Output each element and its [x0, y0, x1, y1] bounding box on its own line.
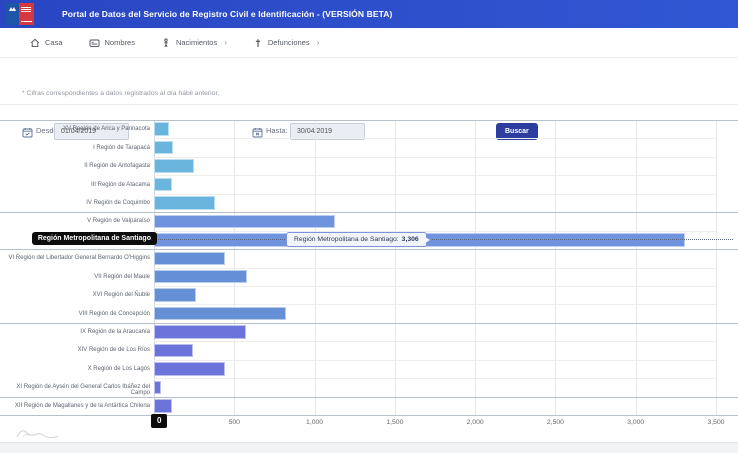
buscar-button[interactable]: Buscar — [496, 123, 538, 140]
category-label: XVI Región del Ñuble — [92, 292, 150, 299]
main-nav: Casa Nombres Nacimientos › — [0, 28, 738, 58]
x-axis-hover-label: 0 — [151, 414, 168, 428]
category-label: VI Región del Libertador General Bernard… — [8, 255, 150, 262]
point-tooltip: Región Metropolitana de Santiago: 3,306 — [286, 232, 432, 248]
bar[interactable] — [154, 177, 172, 192]
bar[interactable] — [154, 325, 246, 339]
x-axis-tick-label: 2,500 — [546, 419, 564, 426]
category-label: VIII Región de Concepción — [78, 310, 150, 317]
category-hover-tooltip: Región Metropolitana de Santiago — [31, 231, 157, 245]
gridline-horizontal — [154, 230, 716, 232]
category-label: II Región de Antofagasta — [84, 163, 150, 170]
group-separator-line — [0, 415, 738, 416]
category-label: X Región de Los Lagos — [87, 365, 150, 372]
crosshair-dotted-line — [158, 238, 733, 240]
category-label: I Región de Tarapacá — [93, 144, 150, 151]
group-separator-line — [0, 120, 738, 121]
nav-item-nacimientos[interactable]: Nacimientos › — [161, 38, 227, 48]
gridline-horizontal — [154, 341, 716, 343]
bar[interactable] — [154, 380, 162, 395]
tooltip-value: 3,306 — [401, 236, 419, 244]
group-separator-line — [0, 249, 738, 251]
home-icon — [30, 38, 40, 48]
group-separator-line — [0, 396, 738, 398]
bar[interactable] — [154, 196, 216, 210]
desde-input[interactable] — [54, 123, 129, 140]
section-divider — [0, 104, 738, 105]
bar[interactable] — [154, 140, 174, 155]
category-label: III Región de Atacama — [90, 181, 150, 188]
gridline-horizontal — [154, 304, 716, 306]
highcharts-watermark-icon — [16, 430, 59, 439]
baby-icon — [161, 38, 171, 48]
bar[interactable] — [154, 269, 248, 284]
category-label: XV Región de Arica y Parinacota — [62, 126, 150, 133]
bar[interactable] — [154, 362, 225, 376]
logo-emblem-icon — [6, 3, 19, 25]
chevron-right-icon: › — [224, 38, 227, 47]
footnote: * Cifras correspondientes a datos regist… — [22, 90, 220, 97]
hasta-input[interactable] — [290, 123, 365, 140]
bar[interactable] — [154, 159, 195, 173]
gridline-horizontal — [154, 138, 716, 140]
bar[interactable] — [154, 288, 196, 302]
app-header: Portal de Datos del Servicio de Registro… — [0, 0, 738, 28]
registro-civil-logo[interactable] — [6, 3, 34, 25]
gridline-horizontal — [154, 267, 716, 269]
category-label: XIV Región de de Los Ríos — [77, 347, 150, 354]
nav-item-nombres[interactable]: Nombres — [89, 38, 135, 48]
nav-label: Casa — [45, 38, 63, 47]
nav-item-defunciones[interactable]: Defunciones › — [253, 38, 319, 48]
bar[interactable] — [154, 122, 170, 136]
gridline-horizontal — [154, 193, 716, 195]
chevron-right-icon: › — [316, 38, 320, 47]
x-axis-tick-label: 500 — [228, 419, 240, 426]
id-card-icon — [89, 38, 100, 48]
category-label: XI Región de Aysén del General Carlos Ib… — [16, 384, 150, 397]
gridline-horizontal — [154, 285, 716, 287]
hasta-label: Hasta: — [266, 126, 288, 135]
nav-label: Nombres — [104, 38, 135, 47]
category-label: XII Región de Magallanes y de la Antárti… — [14, 402, 150, 409]
x-axis-tick-label: 1,000 — [306, 419, 324, 426]
bar[interactable] — [154, 343, 193, 358]
category-label: VII Región del Maule — [94, 273, 150, 280]
tooltip-label: Región Metropolitana de Santiago: — [294, 236, 399, 244]
calendar-check-icon — [22, 125, 33, 143]
bar[interactable] — [154, 306, 287, 321]
filter-bar: Desde: Hasta: Buscar — [0, 58, 738, 140]
x-axis-tick-label: 3,000 — [627, 419, 645, 426]
page-title: Portal de Datos del Servicio de Registro… — [62, 9, 393, 19]
gridline-horizontal — [154, 175, 716, 177]
bar[interactable] — [154, 214, 335, 229]
gridline-horizontal — [154, 359, 716, 361]
logo-text-block — [19, 3, 34, 25]
calendar-x-icon — [252, 125, 263, 143]
x-axis-tick-label: 1,500 — [386, 419, 404, 426]
bottom-strip — [0, 442, 738, 453]
category-label: V Región de Valparaíso — [87, 218, 150, 225]
tooltip-callout-icon — [424, 236, 430, 243]
category-label: IX Región de la Araucanía — [80, 329, 150, 336]
nav-label: Nacimientos — [175, 38, 218, 47]
desde-label: Desde: — [36, 126, 60, 135]
nav-item-casa[interactable]: Casa — [30, 38, 63, 48]
bar[interactable] — [154, 251, 225, 266]
bar[interactable] — [154, 399, 172, 413]
group-separator-line — [0, 322, 738, 324]
nav-label: Defunciones — [267, 38, 310, 47]
category-label: IV Región de Coquimbo — [86, 199, 150, 206]
gridline-horizontal — [154, 378, 716, 380]
x-axis-tick-label: 3,500 — [707, 419, 725, 426]
x-axis-tick-label: 2,000 — [466, 419, 484, 426]
gridline-vertical — [716, 120, 717, 415]
cross-icon — [253, 38, 263, 48]
gridline-horizontal — [154, 156, 716, 158]
group-separator-line — [0, 212, 738, 214]
